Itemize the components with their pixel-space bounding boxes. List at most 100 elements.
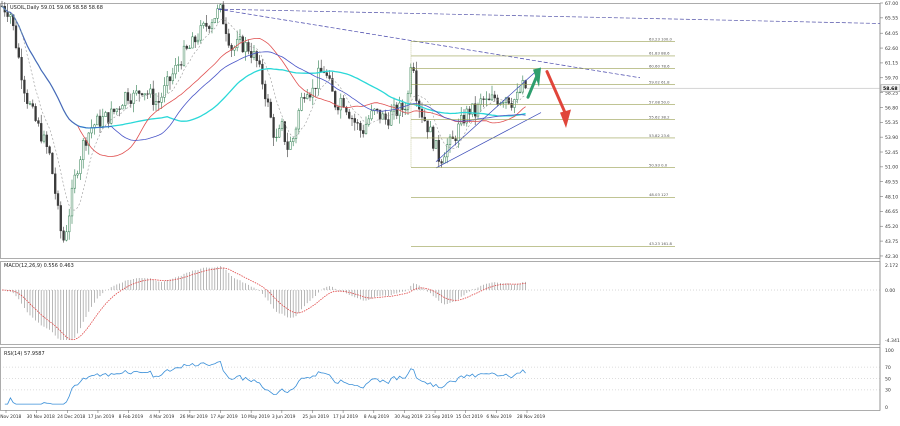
candle-body xyxy=(474,103,477,117)
candle-body xyxy=(420,108,424,118)
candle-body xyxy=(135,90,138,94)
candle-body xyxy=(367,118,370,125)
candle-body xyxy=(87,132,90,146)
candle-body xyxy=(166,76,169,86)
candle-body xyxy=(510,103,513,108)
candle-body xyxy=(314,87,317,89)
x-tick-label: 17 Apr 2019 xyxy=(211,414,238,420)
fib-level-label: 48.03 127 xyxy=(649,192,669,197)
candle-body xyxy=(96,115,99,126)
candle-body xyxy=(68,215,71,233)
candle-body xyxy=(521,80,524,93)
candle-body xyxy=(149,88,152,95)
last-price-box xyxy=(880,84,900,92)
x-tick-label: 24 Dec 2018 xyxy=(57,414,85,420)
candle-body xyxy=(146,93,149,95)
macd-panel xyxy=(0,266,880,341)
candle-body xyxy=(132,92,135,104)
candles xyxy=(0,0,527,243)
candle-body xyxy=(359,122,362,131)
candle-body xyxy=(339,98,342,111)
candle-body xyxy=(9,14,12,17)
candle-body xyxy=(244,42,247,53)
candle-body xyxy=(219,4,222,9)
up-arrow-head xyxy=(533,67,541,87)
candle-body xyxy=(104,112,107,117)
x-tick-label: 8 Feb 2019 xyxy=(119,414,144,420)
x-tick-label: 6 Nov 2019 xyxy=(486,414,512,420)
price-y-tick-label: 59.70 xyxy=(885,76,898,82)
down-arrow-shaft xyxy=(545,70,567,115)
candle-body xyxy=(191,36,194,49)
candle-body xyxy=(23,79,26,94)
candle-body xyxy=(143,93,146,96)
candle-body xyxy=(199,25,202,41)
macd-panel-title: MACD(12,26,9) 0.556 0.463 xyxy=(4,263,74,269)
candle-body xyxy=(406,93,410,110)
candle-body xyxy=(17,47,20,58)
x-tick-label: 8 Nov 2018 xyxy=(0,414,22,420)
fib-level-label: 55.62 38.2 xyxy=(649,114,670,119)
candle-body xyxy=(51,152,54,175)
candle-body xyxy=(398,102,401,116)
candle-body xyxy=(350,118,354,120)
candle-body xyxy=(37,120,40,124)
x-tick-label: 4 Mar 2019 xyxy=(149,414,174,420)
price-y-tick-label: 43.75 xyxy=(885,239,898,245)
fib-level-label: 50.93 0.0 xyxy=(649,162,668,167)
price-y-tick-label: 53.90 xyxy=(885,135,898,141)
macd-y-tick-label: -4.341 xyxy=(885,338,900,344)
ma-red-line xyxy=(1,5,526,157)
candle-body xyxy=(73,174,76,189)
price-y-tick-label: 56.80 xyxy=(885,105,898,111)
candle-body xyxy=(348,111,351,119)
candle-body xyxy=(115,108,118,112)
candle-body xyxy=(292,138,295,142)
candle-body xyxy=(496,97,499,105)
candle-body xyxy=(56,193,60,206)
candle-body xyxy=(76,173,79,176)
candle-body xyxy=(48,146,51,154)
candle-body xyxy=(465,108,468,124)
candle-body xyxy=(362,130,365,134)
price-panel-title: USOIL,Daily 59.01 59.06 58.58 58.68 xyxy=(10,5,103,11)
candle-body xyxy=(65,231,68,241)
candle-body xyxy=(437,140,440,162)
candle-body xyxy=(294,128,298,139)
candle-body xyxy=(513,99,516,108)
candle-body xyxy=(157,101,160,103)
candle-body xyxy=(182,45,186,66)
candle-body xyxy=(289,141,292,150)
candle-body xyxy=(168,76,172,82)
x-tick-label: 3 Jun 2019 xyxy=(272,414,296,420)
candle-body xyxy=(177,64,180,66)
x-tick-label: 17 Jan 2019 xyxy=(88,414,115,420)
rsi-frame xyxy=(0,347,881,411)
x-tick-label: 30 Aug 2019 xyxy=(394,414,422,420)
macd-histogram xyxy=(4,266,526,340)
candle-body xyxy=(490,94,494,101)
candle-body xyxy=(434,140,438,149)
candle-body xyxy=(404,108,407,111)
candle-body xyxy=(325,72,328,76)
candle-body xyxy=(516,91,519,100)
channel-upper-line xyxy=(435,69,539,162)
candle-body xyxy=(126,92,130,101)
price-y-tick-label: 48.10 xyxy=(885,194,898,200)
candle-body xyxy=(180,64,183,66)
candle-body xyxy=(311,87,314,98)
candle-body xyxy=(378,109,382,120)
price-y-tick-label: 67.00 xyxy=(885,1,898,7)
candle-body xyxy=(45,134,48,147)
candle-body xyxy=(59,205,62,232)
candle-body xyxy=(140,93,144,96)
panel-frames xyxy=(0,3,881,411)
candle-body xyxy=(353,118,356,123)
candle-body xyxy=(31,103,34,107)
candle-body xyxy=(20,57,23,81)
candle-body xyxy=(34,106,37,121)
fib-level-label: 43.23 161.8 xyxy=(649,241,673,246)
candle-body xyxy=(485,98,488,100)
candle-body xyxy=(283,121,286,142)
